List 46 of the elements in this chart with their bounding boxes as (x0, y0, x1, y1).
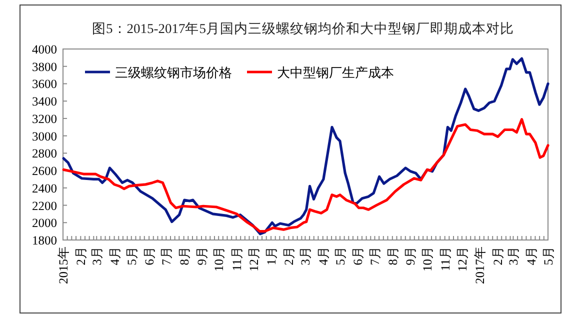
x-tick-label: 4月 (524, 246, 538, 266)
x-tick-label: 4月 (108, 246, 122, 266)
x-tick-label: 3月 (506, 246, 521, 266)
y-tick-label: 2800 (32, 146, 57, 161)
y-tick-label: 4000 (32, 42, 57, 56)
x-tick-label: 7月 (368, 246, 382, 266)
x-tick-label: 12月 (455, 246, 470, 272)
x-tick-label: 5月 (542, 246, 556, 266)
x-tick-label: 1月 (264, 246, 279, 266)
x-tick-label: 2月 (282, 246, 296, 266)
x-tick-label: 2月 (490, 246, 505, 266)
y-tick-label: 2600 (32, 164, 57, 178)
x-tick-label: 6月 (351, 246, 366, 266)
x-tick-label: 9月 (194, 246, 209, 266)
x-tick-label: 3月 (90, 246, 104, 266)
x-tick-label: 5月 (124, 246, 139, 266)
x-tick-label: 11月 (438, 246, 452, 272)
line-series (62, 118, 550, 233)
legend-label: 三级螺纹钢市场价格 (115, 65, 232, 80)
x-tick-label: 10月 (212, 246, 226, 272)
line-series (62, 57, 550, 236)
x-tick-label: 11月 (230, 246, 244, 272)
y-tick-label: 3800 (32, 60, 57, 74)
x-tick-label: 9月 (404, 246, 418, 266)
y-tick-label: 1800 (32, 234, 57, 248)
x-tick-label: 5月 (333, 246, 348, 266)
x-tick-label: 8月 (177, 246, 192, 266)
x-tick-label: 10月 (420, 246, 435, 272)
x-tick-label: 12月 (246, 246, 261, 272)
y-tick-label: 3000 (32, 129, 57, 144)
x-tick-label: 2月 (74, 246, 88, 266)
y-tick-label: 3400 (32, 94, 57, 109)
y-tick-label: 3600 (32, 77, 57, 92)
legend-label: 大中型钢厂生产成本 (277, 65, 394, 80)
x-tick-label: 4月 (316, 246, 330, 266)
x-tick-label: 7月 (160, 246, 174, 266)
y-tick-label: 2200 (32, 198, 57, 213)
x-tick-label: 3月 (298, 246, 313, 266)
x-tick-label: 6月 (142, 246, 157, 266)
y-tick-label: 2000 (32, 216, 57, 230)
y-tick-label: 2400 (32, 181, 57, 196)
chart-title: 图5：2015-2017年5月国内三级螺纹钢均价和大中型钢厂即期成本对比 (92, 21, 514, 36)
x-tick-label: 8月 (386, 246, 400, 266)
x-tick-label: 2015年 (56, 246, 70, 284)
x-tick-label: 2017年 (473, 246, 488, 284)
y-tick-label: 3200 (32, 112, 57, 126)
